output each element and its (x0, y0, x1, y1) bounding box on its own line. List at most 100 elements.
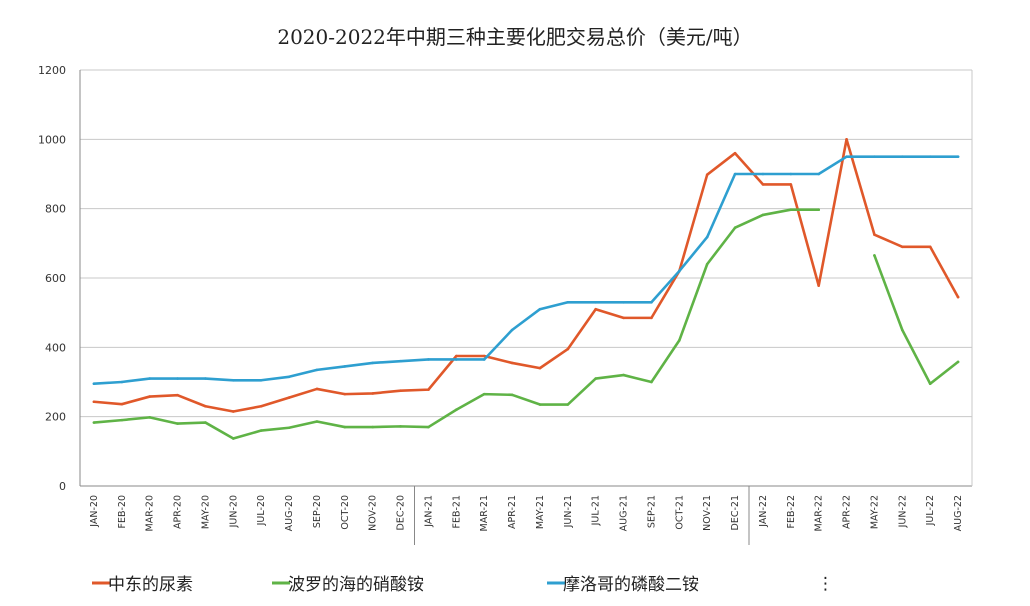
data-point (566, 347, 570, 351)
x-tick-label: OCT-20 (340, 495, 351, 530)
x-tick-label: MAY-20 (200, 495, 211, 529)
data-point (650, 316, 653, 320)
data-point (789, 183, 793, 186)
data-point (148, 395, 151, 398)
data-point (148, 377, 151, 380)
x-tick-label: FEB-21 (451, 495, 462, 529)
x-tick-label: JUN-22 (897, 495, 908, 528)
legend-more-icon: ⋮ (817, 574, 834, 594)
data-point (678, 339, 681, 342)
data-point (510, 328, 514, 332)
data-point (427, 388, 430, 391)
data-point (901, 155, 904, 158)
data-point (538, 366, 542, 370)
data-point (956, 360, 960, 364)
data-point (148, 416, 151, 419)
legend-label: 摩洛哥的磷酸二铵 (563, 575, 699, 595)
x-tick-label: APR-22 (842, 495, 853, 529)
data-point (427, 358, 430, 361)
data-point (761, 172, 765, 176)
data-point (733, 226, 737, 230)
x-tick-label: AUG-20 (284, 495, 295, 531)
data-point (873, 254, 876, 257)
data-point (371, 425, 374, 429)
data-point (455, 358, 458, 361)
data-point (92, 421, 96, 424)
data-point (566, 300, 570, 304)
data-point (594, 307, 597, 311)
data-point (120, 418, 124, 422)
data-point (928, 245, 932, 249)
data-point (845, 138, 848, 141)
data-point (427, 425, 430, 429)
data-point (482, 392, 486, 396)
data-point (928, 382, 932, 386)
data-point (315, 368, 319, 372)
data-point (399, 389, 402, 392)
data-point (901, 245, 904, 249)
data-point (733, 172, 737, 176)
data-point (817, 172, 820, 176)
x-tick-label: DEC-21 (730, 495, 741, 530)
x-tick-label: JUL-20 (256, 495, 267, 526)
series-line (92, 138, 960, 413)
data-point (482, 354, 486, 358)
y-tick-label: 0 (59, 480, 66, 493)
x-tick-label: JAN-21 (423, 495, 434, 528)
x-tick-label: JAN-20 (89, 495, 100, 528)
series-2 (92, 155, 960, 386)
data-point (761, 213, 765, 217)
data-point (789, 172, 793, 176)
x-tick-label: OCT-21 (674, 495, 685, 530)
data-point (510, 361, 514, 365)
data-point (287, 375, 291, 379)
data-point (901, 328, 904, 332)
data-point (287, 426, 291, 430)
series-0 (92, 138, 960, 413)
data-point (92, 382, 96, 386)
x-tick-label: AUG-22 (953, 495, 964, 531)
data-point (371, 361, 374, 365)
data-point (204, 404, 207, 408)
data-point (120, 380, 124, 384)
x-tick-label: MAY-21 (535, 495, 546, 529)
data-point (705, 235, 709, 239)
data-point (705, 173, 709, 176)
data-point (622, 300, 625, 304)
chart-title: 2020-2022年中期三种主要化肥交易总价（美元/吨） (277, 25, 752, 49)
data-point (259, 404, 263, 408)
x-tick-label: DEC-20 (396, 495, 407, 530)
data-point (594, 300, 597, 304)
data-point (817, 208, 820, 212)
data-point (845, 155, 848, 158)
data-point (873, 233, 876, 236)
legend: 中东的尿素 波罗的海的硝酸铵 摩洛哥的磷酸二铵 ⋮ (92, 574, 834, 595)
data-point (120, 402, 124, 406)
x-tick-label: JUL-21 (591, 495, 602, 526)
data-point (343, 425, 347, 429)
x-tick-label: AUG-21 (619, 495, 630, 531)
data-point (232, 437, 235, 440)
x-tick-label: SEP-20 (312, 495, 323, 528)
x-tick-label: MAY-22 (869, 495, 880, 529)
x-tick-label: MAR-22 (814, 495, 825, 531)
data-point (705, 262, 709, 266)
legend-label: 波罗的海的硝酸铵 (288, 575, 424, 595)
legend-label: 中东的尿素 (108, 575, 193, 595)
y-tick-label: 600 (45, 272, 66, 285)
data-point (176, 422, 179, 425)
data-point (538, 307, 542, 311)
x-tick-label: JAN-22 (758, 495, 769, 528)
data-point (315, 420, 319, 423)
data-point (482, 358, 486, 361)
x-tick-label: JUN-21 (563, 495, 574, 528)
data-point (733, 151, 737, 155)
data-point (650, 380, 653, 384)
x-tick-label: NOV-21 (702, 495, 713, 531)
data-point (678, 269, 681, 273)
x-tick-label: APR-20 (173, 495, 184, 529)
x-tick-label: FEB-22 (786, 495, 797, 529)
data-point (594, 377, 597, 380)
data-point (761, 183, 765, 186)
data-point (259, 429, 263, 432)
